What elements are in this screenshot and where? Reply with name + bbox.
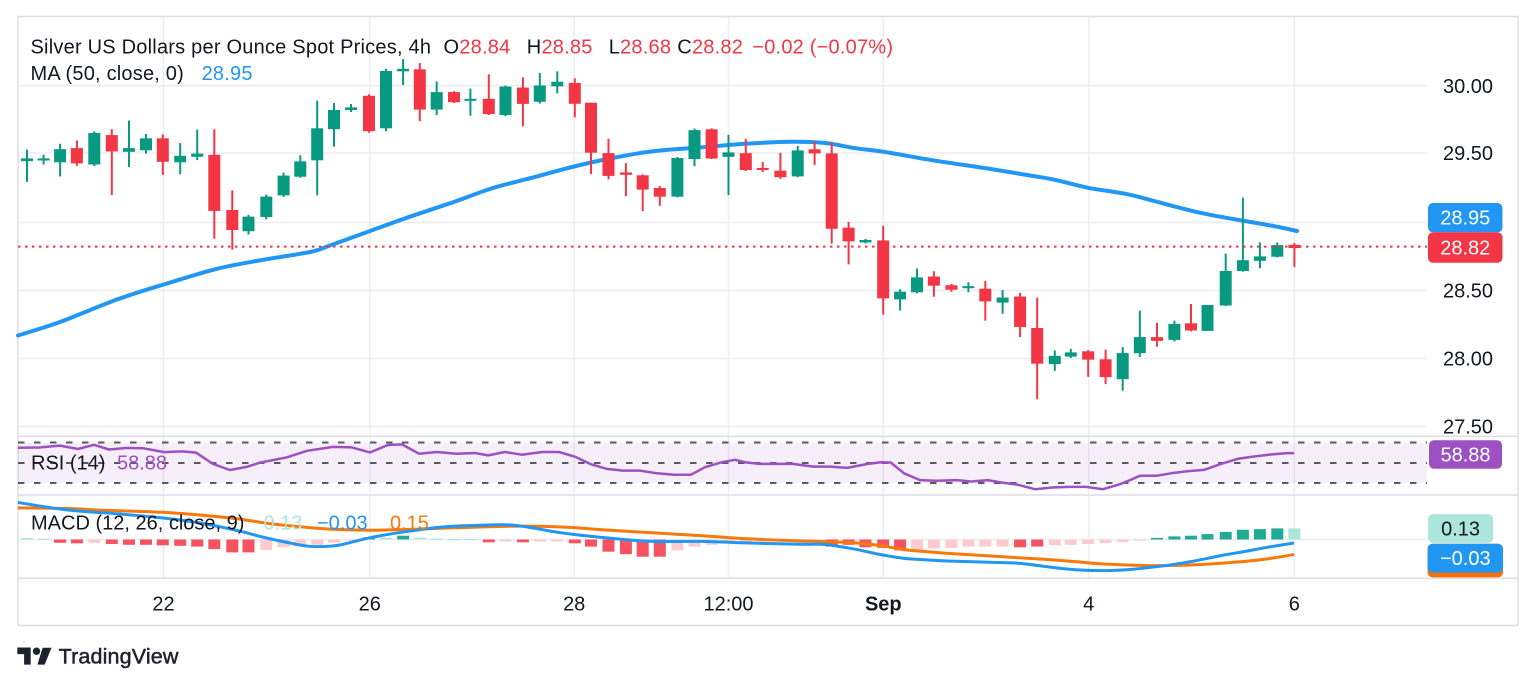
- svg-text:0.13: 0.13: [1441, 519, 1480, 541]
- svg-text:Sep: Sep: [865, 594, 902, 616]
- svg-text:Silver US Dollars per Ounce Sp: Silver US Dollars per Ounce Spot Prices,…: [31, 37, 894, 59]
- svg-text:6: 6: [1289, 594, 1300, 616]
- svg-text:RSI (14)58.88: RSI (14) 58.88: [31, 453, 167, 475]
- svg-text:28.82: 28.82: [1440, 238, 1490, 260]
- svg-text:28: 28: [563, 594, 585, 616]
- svg-text:MACD (12, 26, close, 9)0.13−0.: MACD (12, 26, close, 9) 0.13 −0.03 0.15: [31, 513, 429, 535]
- svg-text:58.88: 58.88: [1440, 445, 1490, 467]
- svg-text:28.00: 28.00: [1443, 349, 1493, 371]
- svg-text:4: 4: [1083, 594, 1094, 616]
- svg-text:12:00: 12:00: [703, 594, 753, 616]
- svg-text:TradingView: TradingView: [59, 644, 179, 668]
- svg-text:−0.03: −0.03: [1440, 548, 1491, 570]
- svg-text:22: 22: [152, 594, 174, 616]
- svg-text:28.50: 28.50: [1443, 281, 1493, 303]
- svg-text:26: 26: [359, 594, 381, 616]
- svg-text:29.50: 29.50: [1443, 143, 1493, 165]
- svg-text:30.00: 30.00: [1443, 76, 1493, 98]
- svg-text:27.50: 27.50: [1443, 417, 1493, 439]
- svg-text:28.95: 28.95: [1440, 208, 1490, 230]
- svg-text:MA (50, close, 0)28.95: MA (50, close, 0) 28.95: [31, 63, 253, 85]
